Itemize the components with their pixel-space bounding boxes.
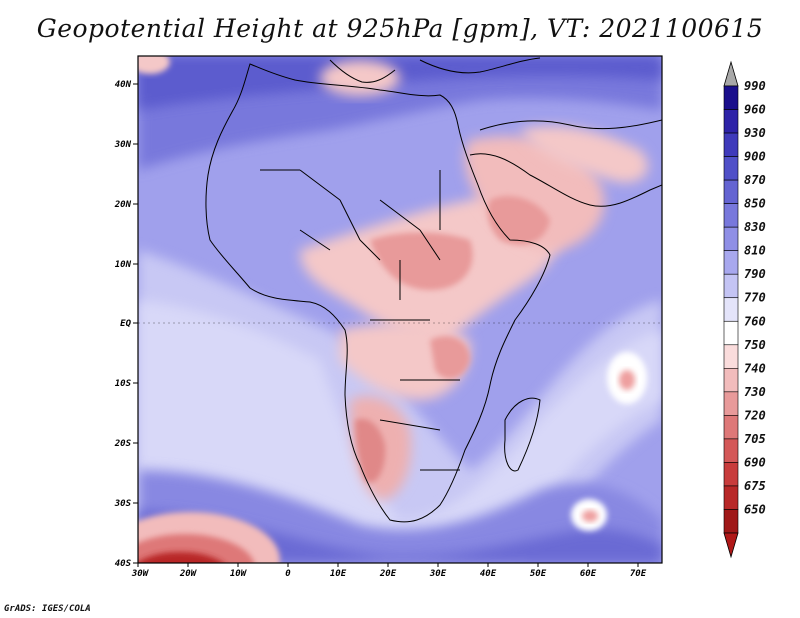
lat-label: 10N bbox=[115, 260, 132, 270]
map-title: Geopotential Height at 925hPa [gpm], VT:… bbox=[36, 14, 764, 43]
lon-label: 10W bbox=[230, 569, 248, 579]
lon-label: 30E bbox=[429, 569, 447, 579]
colorbar-level-label: 960 bbox=[744, 103, 766, 117]
colorbar-level-label: 850 bbox=[744, 197, 766, 211]
lat-tick-40s: 40S bbox=[115, 559, 138, 569]
lat-label: 30S bbox=[114, 499, 132, 509]
colorbar-level-label: 790 bbox=[744, 267, 766, 281]
lat-label: 40N bbox=[115, 80, 132, 90]
lat-tick-eq: EQ bbox=[120, 319, 138, 329]
colorbar: 990 960 930 900 870 850 830 810 790 770 760 750 740 7… bbox=[723, 60, 766, 559]
lat-tick-30n: 30N bbox=[114, 140, 138, 150]
lat-label: EQ bbox=[120, 319, 131, 329]
lat-tick-20s: 20S bbox=[114, 439, 138, 449]
colorbar-level-label: 705 bbox=[744, 432, 766, 446]
colorbar-level-label: 990 bbox=[744, 79, 766, 93]
height-field bbox=[138, 56, 662, 563]
colorbar-level-label: 750 bbox=[744, 338, 766, 352]
credit-label: GrADS: IGES/COLA bbox=[4, 604, 91, 614]
map-frame bbox=[137, 55, 663, 564]
colorbar-top-arrow bbox=[723, 60, 739, 87]
lon-label: 50E bbox=[530, 569, 547, 579]
lon-label: 60E bbox=[580, 569, 597, 579]
colorbar-swatch bbox=[723, 132, 739, 157]
colorbar-swatch bbox=[723, 226, 739, 251]
colorbar-level-label: 650 bbox=[744, 502, 766, 516]
lat-tick-10s: 10S bbox=[115, 379, 138, 389]
lat-tick-20n: 20N bbox=[114, 200, 138, 210]
colorbar-level-label: 770 bbox=[744, 291, 766, 305]
colorbar-level-label: 870 bbox=[744, 173, 766, 187]
lon-label: 0 bbox=[285, 569, 291, 579]
colorbar-level-label: 760 bbox=[744, 314, 766, 328]
lat-label: 10S bbox=[115, 379, 132, 389]
colorbar-level-label: 730 bbox=[744, 385, 766, 399]
colorbar-swatch bbox=[723, 485, 739, 510]
colorbar-level-label: 690 bbox=[744, 455, 766, 469]
lat-tick-40n: 40N bbox=[115, 80, 138, 90]
colorbar-level-label: 900 bbox=[744, 150, 766, 164]
colorbar-swatch bbox=[723, 320, 739, 346]
lon-label: 30W bbox=[131, 569, 150, 579]
latitude-axis: 40N 30N 20N 10N EQ 10S 20S 30S 40S bbox=[114, 80, 138, 569]
colorbar-swatch bbox=[723, 368, 739, 393]
lon-label: 70E bbox=[630, 569, 647, 579]
lat-label: 20N bbox=[114, 200, 132, 210]
colorbar-swatch bbox=[723, 438, 739, 463]
colorbar-swatch bbox=[723, 509, 739, 534]
lon-label: 20W bbox=[179, 569, 198, 579]
colorbar-level-label: 830 bbox=[744, 220, 766, 234]
lon-label: 20E bbox=[379, 569, 397, 579]
colorbar-swatch bbox=[723, 203, 739, 228]
colorbar-swatch bbox=[723, 179, 739, 204]
colorbar-swatch bbox=[723, 391, 739, 416]
lat-tick-10n: 10N bbox=[115, 260, 138, 270]
lat-label: 30N bbox=[114, 140, 132, 150]
colorbar-level-label: 810 bbox=[744, 244, 766, 258]
lat-label: 20S bbox=[114, 439, 132, 449]
colorbar-level-label: 740 bbox=[744, 361, 766, 375]
lon-label: 10E bbox=[330, 569, 347, 579]
colorbar-bottom-arrow bbox=[723, 532, 739, 559]
colorbar-swatch bbox=[723, 250, 739, 275]
colorbar-level-label: 930 bbox=[744, 126, 766, 140]
lon-label: 40E bbox=[480, 569, 497, 579]
colorbar-swatch bbox=[723, 297, 739, 322]
colorbar-swatch bbox=[723, 85, 739, 110]
longitude-axis: 30W 20W 10W 0 10E 20E 30E 40E 50E 60E 70… bbox=[131, 563, 647, 579]
colorbar-swatch bbox=[723, 273, 739, 299]
coastlines bbox=[205, 57, 662, 523]
lat-label: 40S bbox=[115, 559, 132, 569]
colorbar-swatch bbox=[723, 415, 739, 440]
colorbar-swatch bbox=[723, 109, 739, 134]
colorbar-level-label: 720 bbox=[744, 408, 766, 422]
colorbar-swatch bbox=[723, 156, 739, 181]
colorbar-swatch bbox=[723, 344, 739, 369]
lat-tick-30s: 30S bbox=[114, 499, 138, 509]
colorbar-level-label: 675 bbox=[744, 479, 766, 493]
colorbar-swatch bbox=[723, 462, 739, 487]
